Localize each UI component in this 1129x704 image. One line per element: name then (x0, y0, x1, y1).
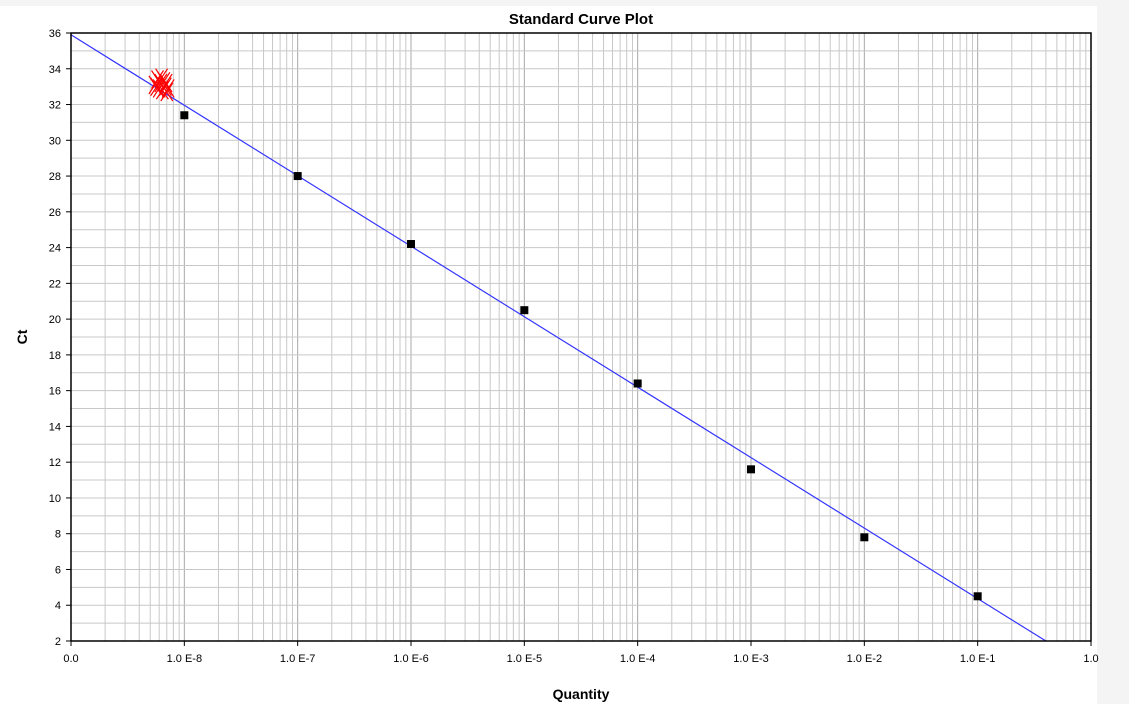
standard-point (180, 111, 189, 120)
x-tick-label: 1.0 E-1 (960, 653, 995, 665)
y-tick-label: 14 (49, 421, 61, 433)
grid-layer (70, 32, 1092, 642)
y-tick-label: 4 (55, 600, 61, 612)
unknown-point (161, 79, 175, 98)
unknown-point (150, 77, 164, 96)
y-axis-title: Ct (14, 329, 30, 344)
x-axis-title: Quantity (553, 686, 610, 702)
unknown-point-stroke (161, 79, 175, 98)
unknown-point-stroke (155, 68, 169, 88)
x-tick-label: 1.0 (1083, 653, 1098, 665)
y-tick-label: 8 (55, 529, 61, 541)
top-band (0, 0, 1129, 6)
unknown-point-stroke (150, 77, 164, 96)
regression-line (70, 34, 1047, 642)
y-tick-label: 30 (49, 135, 61, 147)
standard-point (520, 306, 529, 315)
x-tick-label: 1.0 E-8 (167, 653, 202, 665)
y-tick-label: 28 (49, 171, 61, 183)
x-tick-label: 1.0 E-5 (507, 653, 542, 665)
y-tick-label: 16 (49, 386, 61, 398)
plot-frame (70, 32, 1092, 642)
standard-point (973, 592, 982, 601)
unknown-point-stroke (159, 73, 173, 93)
y-tick-label: 12 (49, 457, 61, 469)
standard-point (633, 379, 642, 388)
y-tick-label: 10 (49, 493, 61, 505)
y-tick-label: 36 (49, 28, 61, 40)
unknown-point-stroke (160, 82, 174, 102)
unknown-point-stroke (151, 70, 165, 89)
standard-point (293, 172, 302, 181)
standard-point (860, 533, 869, 542)
unknown-point (160, 82, 174, 102)
chart-title: Standard Curve Plot (509, 11, 653, 28)
right-band (1097, 0, 1129, 704)
y-tick-label: 32 (49, 100, 61, 112)
standard-point (407, 240, 415, 249)
y-tick-label: 26 (49, 207, 61, 219)
y-tick-label: 6 (55, 564, 61, 576)
x-tick-label: 1.0 E-4 (620, 653, 655, 665)
x-tick-label: 1.0 E-2 (847, 653, 882, 665)
standard-point (747, 465, 755, 474)
y-tick-label: 24 (49, 243, 61, 255)
unknown-point (159, 73, 173, 93)
x-tick-label: 1.0 E-6 (393, 653, 428, 665)
y-tick-label: 22 (49, 278, 61, 290)
x-tick-label: 1.0 E-3 (733, 653, 768, 665)
y-tick-label: 2 (55, 636, 61, 648)
x-tick-label: 1.0 E-7 (280, 653, 315, 665)
y-tick-label: 18 (49, 350, 61, 362)
data-layer (70, 34, 1047, 642)
x-tick-label: 0.0 (63, 653, 78, 665)
y-tick-label: 34 (49, 64, 61, 76)
y-tick-label: 20 (49, 314, 61, 326)
